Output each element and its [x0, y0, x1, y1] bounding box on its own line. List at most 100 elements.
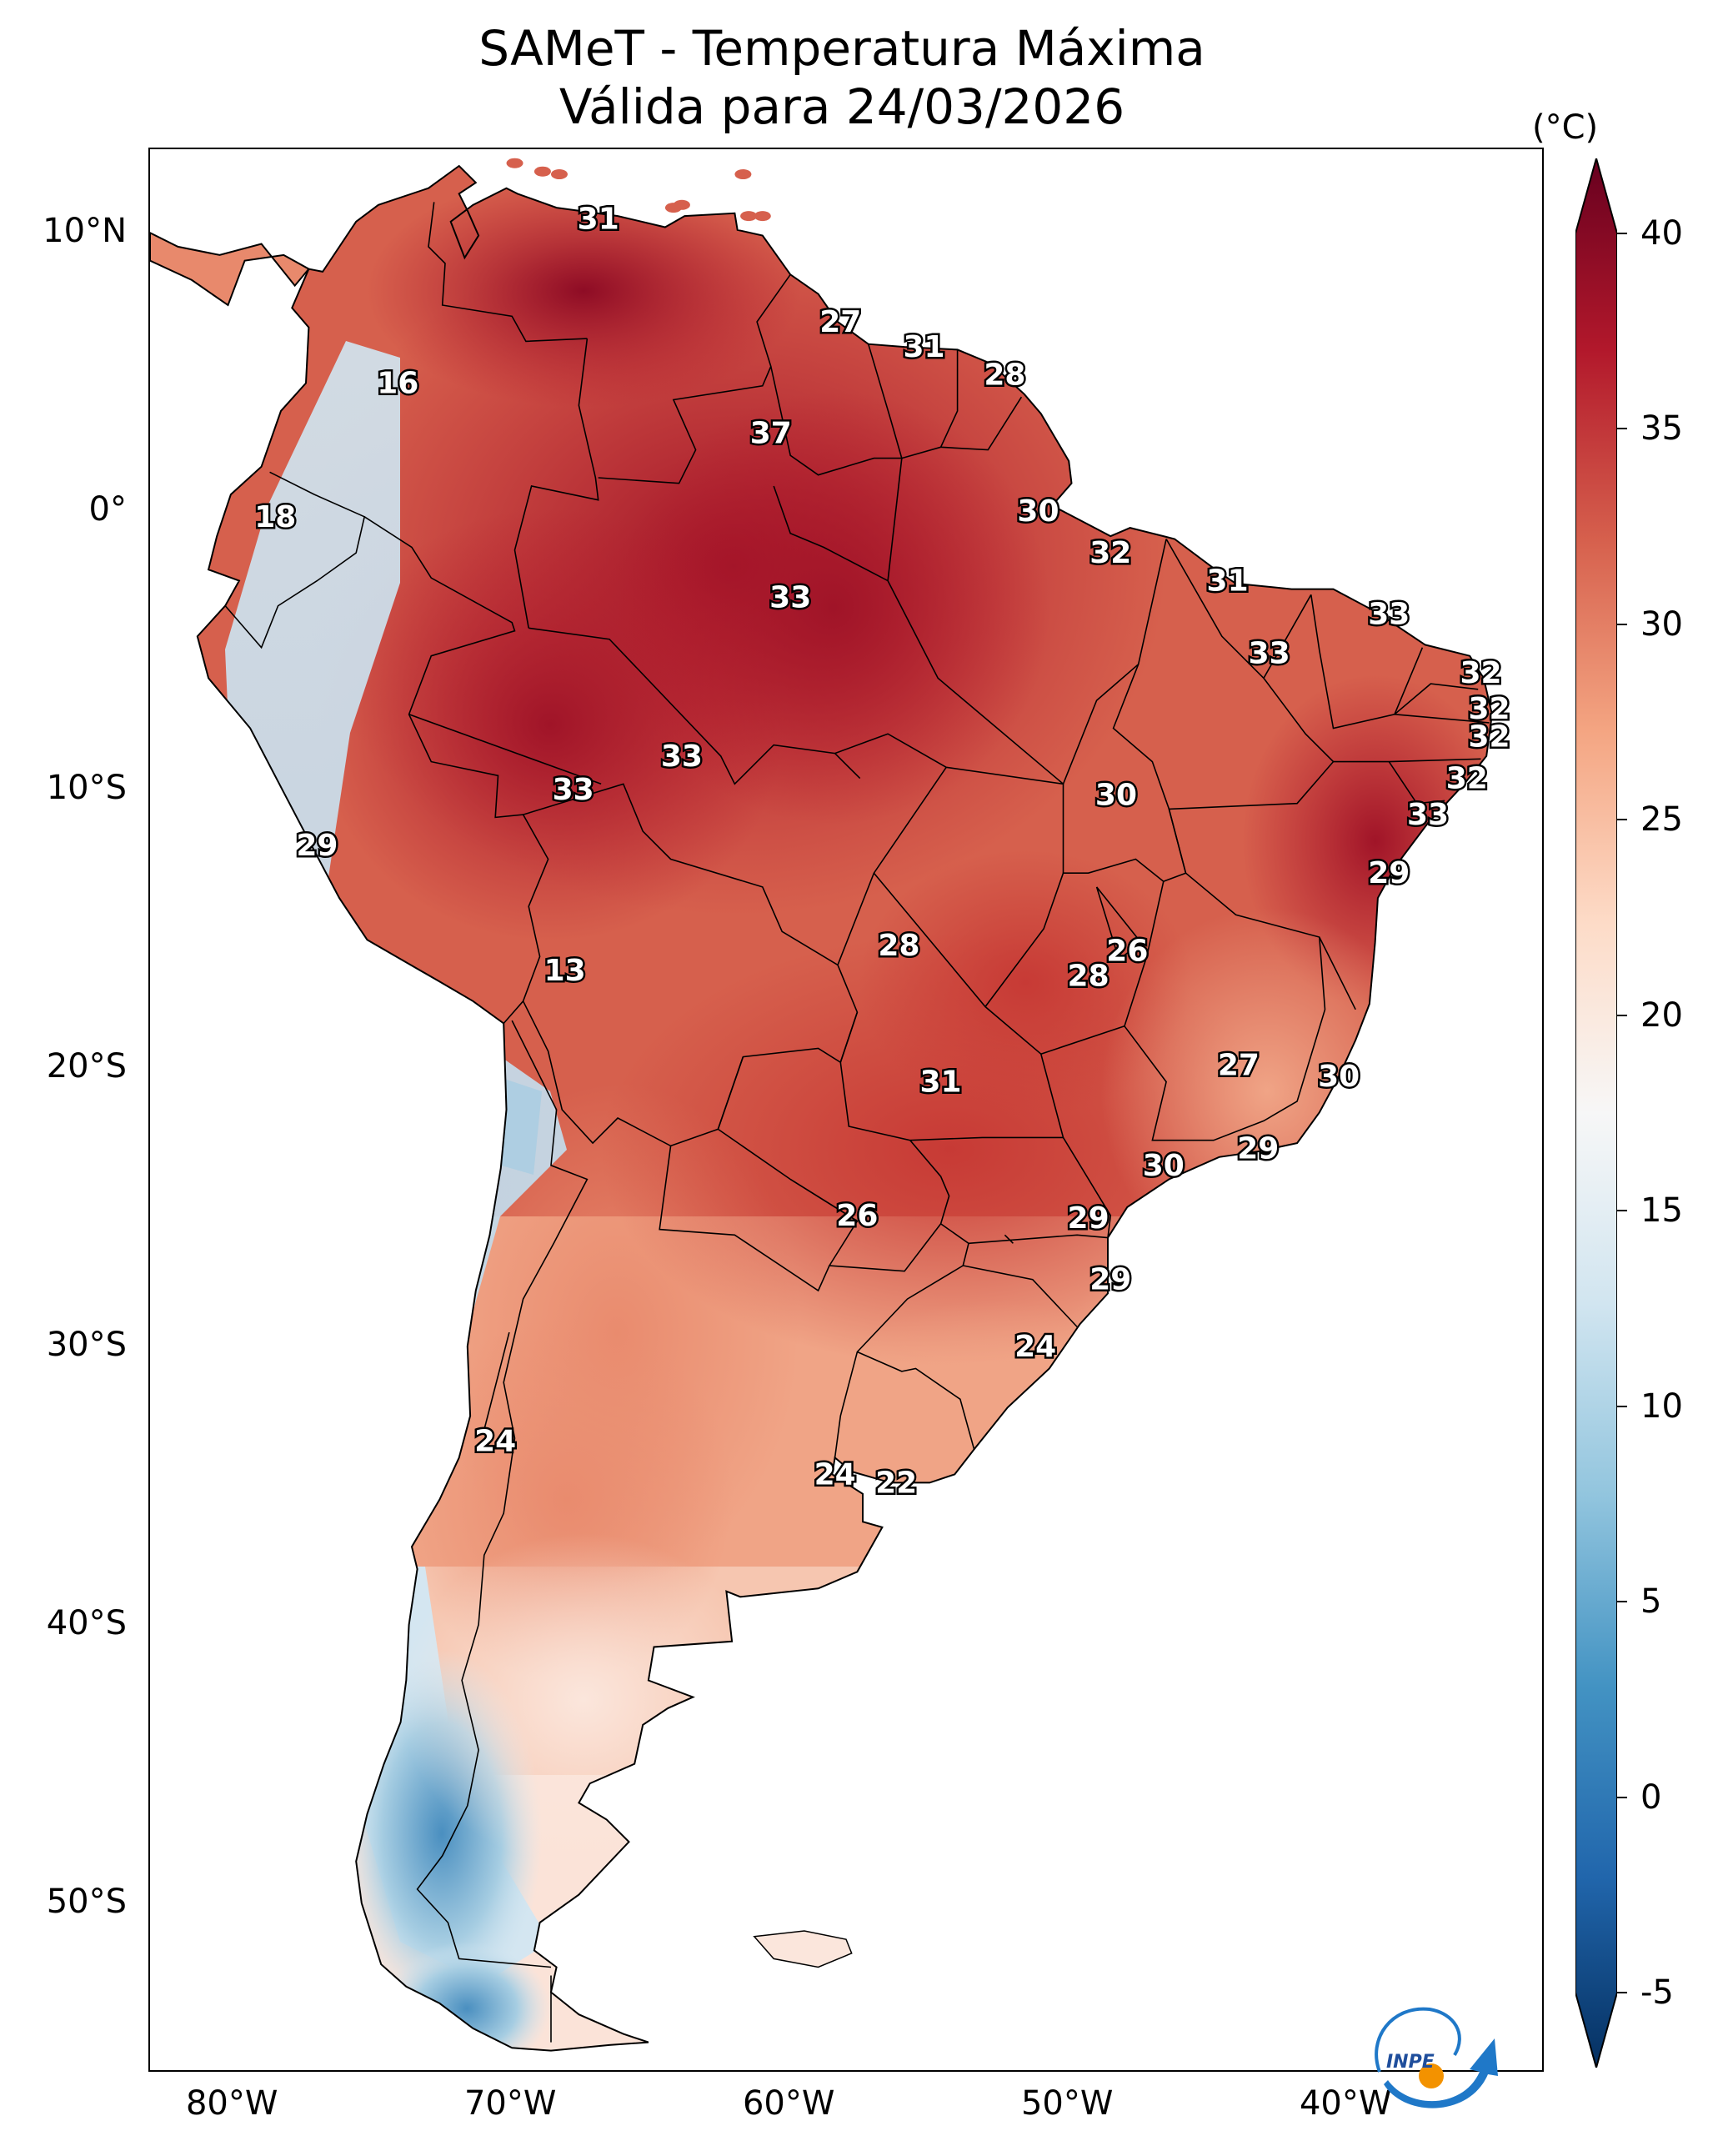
border-line — [1040, 881, 1165, 1055]
border-line — [940, 396, 1023, 451]
border-line — [1062, 1136, 1112, 1238]
city-value-label: 31 — [903, 330, 944, 364]
border-line — [428, 202, 588, 343]
city-value-label: 30 — [1095, 779, 1137, 813]
city-value-label: 24 — [814, 1457, 856, 1492]
border-line — [1095, 886, 1143, 961]
border-line — [834, 733, 1064, 785]
border-line — [363, 516, 549, 1025]
city-value-label: 28 — [878, 929, 919, 963]
island — [734, 169, 752, 180]
colorbar-tick-mark — [1617, 1210, 1627, 1212]
city-value-label: 33 — [1407, 798, 1449, 832]
border-line — [968, 1234, 1109, 1245]
city-value-label: 31 — [920, 1065, 962, 1100]
colorbar-tick-mark — [1617, 1992, 1627, 1993]
city-value-label: 29 — [1068, 1201, 1109, 1236]
border-line — [659, 1146, 830, 1292]
border-line — [1004, 1234, 1014, 1244]
logo-sun-icon — [1419, 2063, 1444, 2088]
latitude-label: 20°S — [46, 1046, 127, 1086]
city-value-label: 31 — [578, 202, 619, 236]
border-line — [1388, 761, 1445, 805]
colorbar-tick-mark — [1617, 1014, 1627, 1016]
colorbar-tick-mark — [1617, 233, 1627, 234]
latitude-label: 30°S — [46, 1325, 127, 1364]
border-line — [789, 1178, 858, 1222]
colorbar — [1575, 158, 1617, 2068]
city-value-label: 33 — [553, 773, 594, 807]
colorbar-tick-mark — [1617, 1796, 1627, 1798]
city-value-label: 27 — [1218, 1049, 1260, 1083]
border-line — [513, 338, 599, 629]
border-line — [887, 458, 903, 581]
logo-orbit — [1375, 2007, 1461, 2073]
colorbar-tick-mark — [1617, 1405, 1627, 1407]
border-line — [1168, 809, 1356, 1010]
border-line — [1112, 664, 1187, 882]
country-borders — [224, 202, 1490, 2043]
colorbar-tick-label: 5 — [1640, 1582, 1662, 1622]
city-value-label: 24 — [474, 1424, 516, 1458]
latitude-label: 10°S — [46, 769, 127, 807]
longitude-label: 50°W — [1020, 2084, 1114, 2123]
border-line — [901, 349, 959, 459]
border-line — [770, 343, 903, 476]
border-line — [224, 471, 366, 649]
city-value-label: 33 — [661, 740, 703, 774]
border-line — [963, 1265, 1078, 1328]
colorbar-tick-label: 40 — [1640, 214, 1683, 253]
border-line — [873, 872, 1064, 1141]
city-value-label: 28 — [984, 358, 1025, 392]
border-line — [416, 1020, 589, 1968]
city-value-label: 31 — [1207, 564, 1249, 599]
colorbar-tick-mark — [1617, 819, 1627, 821]
colorbar-tick-label: -5 — [1640, 1973, 1674, 2012]
city-value-label: 28 — [1068, 960, 1109, 994]
city-value-label: 30 — [1017, 494, 1059, 529]
island — [664, 203, 682, 213]
island — [754, 211, 771, 222]
city-value-label: 32 — [1468, 692, 1510, 726]
city-value-label: 26 — [1106, 935, 1148, 969]
border-line — [1394, 683, 1479, 715]
city-value-label: 29 — [1237, 1132, 1279, 1166]
border-line — [483, 1331, 510, 1431]
latitude-label: 0° — [88, 490, 127, 529]
city-value-label: 32 — [1446, 762, 1488, 796]
island — [533, 166, 551, 177]
city-value-label: 24 — [1014, 1330, 1056, 1364]
border-line — [717, 1056, 744, 1130]
border-line — [1124, 936, 1326, 1141]
colorbar-tick-label: 20 — [1640, 995, 1683, 1035]
border-line — [837, 766, 947, 965]
map-subtitle: Válida para 24/03/2026 — [558, 78, 1125, 135]
border-line — [1394, 714, 1490, 724]
island — [740, 211, 758, 222]
colorbar-unit: (°C) — [1532, 108, 1599, 147]
border-line — [773, 485, 889, 582]
city-value-label: 33 — [769, 581, 811, 615]
longitude-label: 40°W — [1299, 2084, 1392, 2123]
city-value-label: 32 — [1460, 656, 1501, 690]
border-line — [408, 714, 602, 785]
city-value-label: 37 — [750, 417, 792, 451]
coastline — [196, 164, 1493, 2052]
latitude-label: 40°S — [46, 1603, 127, 1642]
latitude-label: 50°S — [46, 1882, 127, 1921]
panama-landmass — [150, 232, 310, 307]
city-value-label: 33 — [1368, 598, 1410, 632]
colorbar-tick-label: 10 — [1640, 1386, 1683, 1426]
city-value-label: 27 — [819, 305, 861, 339]
city-value-label: 13 — [544, 954, 586, 988]
longitude-label: 60°W — [742, 2084, 835, 2123]
colorbar-tick-label: 0 — [1640, 1777, 1662, 1817]
logo-text: INPE — [1386, 2052, 1435, 2073]
map-title: SAMeT - Temperatura Máxima — [478, 20, 1205, 77]
caribbean-islands — [506, 158, 771, 222]
longitude-label: 80°W — [185, 2084, 278, 2123]
longitude-label: 70°W — [463, 2084, 557, 2123]
logo-arrow-icon — [1384, 2038, 1498, 2108]
